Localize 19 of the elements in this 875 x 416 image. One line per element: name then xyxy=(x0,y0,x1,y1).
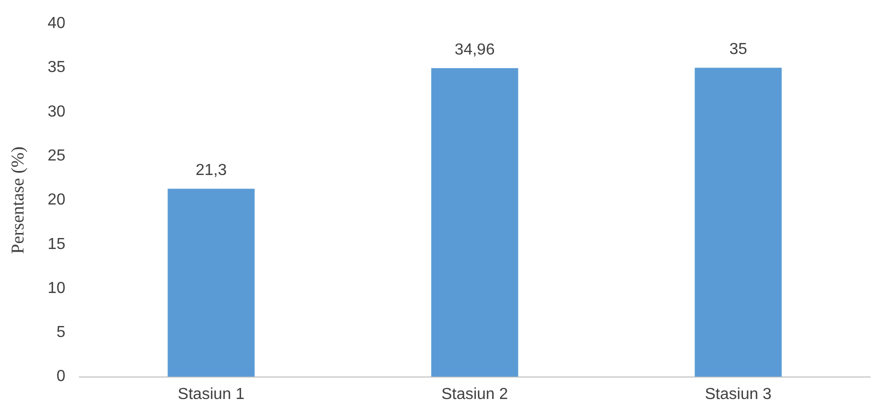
y-tick-label: 0 xyxy=(56,368,66,386)
y-tick-label: 30 xyxy=(48,103,66,120)
y-axis-title: Persentase (%) xyxy=(8,146,28,254)
y-tick-label: 5 xyxy=(56,324,66,342)
y-tick-label: 35 xyxy=(48,59,66,76)
data-label: 35 xyxy=(729,41,748,58)
y-tick-label: 15 xyxy=(48,236,66,253)
x-tick-label: Stasiun 3 xyxy=(704,386,772,403)
y-tick-label: 20 xyxy=(48,192,66,209)
bar xyxy=(694,68,782,377)
x-tick-label: Stasiun 1 xyxy=(178,386,245,403)
data-label: 21,3 xyxy=(196,162,227,180)
data-label: 34,96 xyxy=(454,42,495,59)
y-tick-label: 40 xyxy=(48,15,66,32)
y-tick-label: 25 xyxy=(48,147,66,164)
bar xyxy=(431,68,518,377)
x-tick-label: Stasiun 2 xyxy=(441,386,508,403)
y-tick-label: 10 xyxy=(48,280,66,297)
bar xyxy=(168,188,255,377)
